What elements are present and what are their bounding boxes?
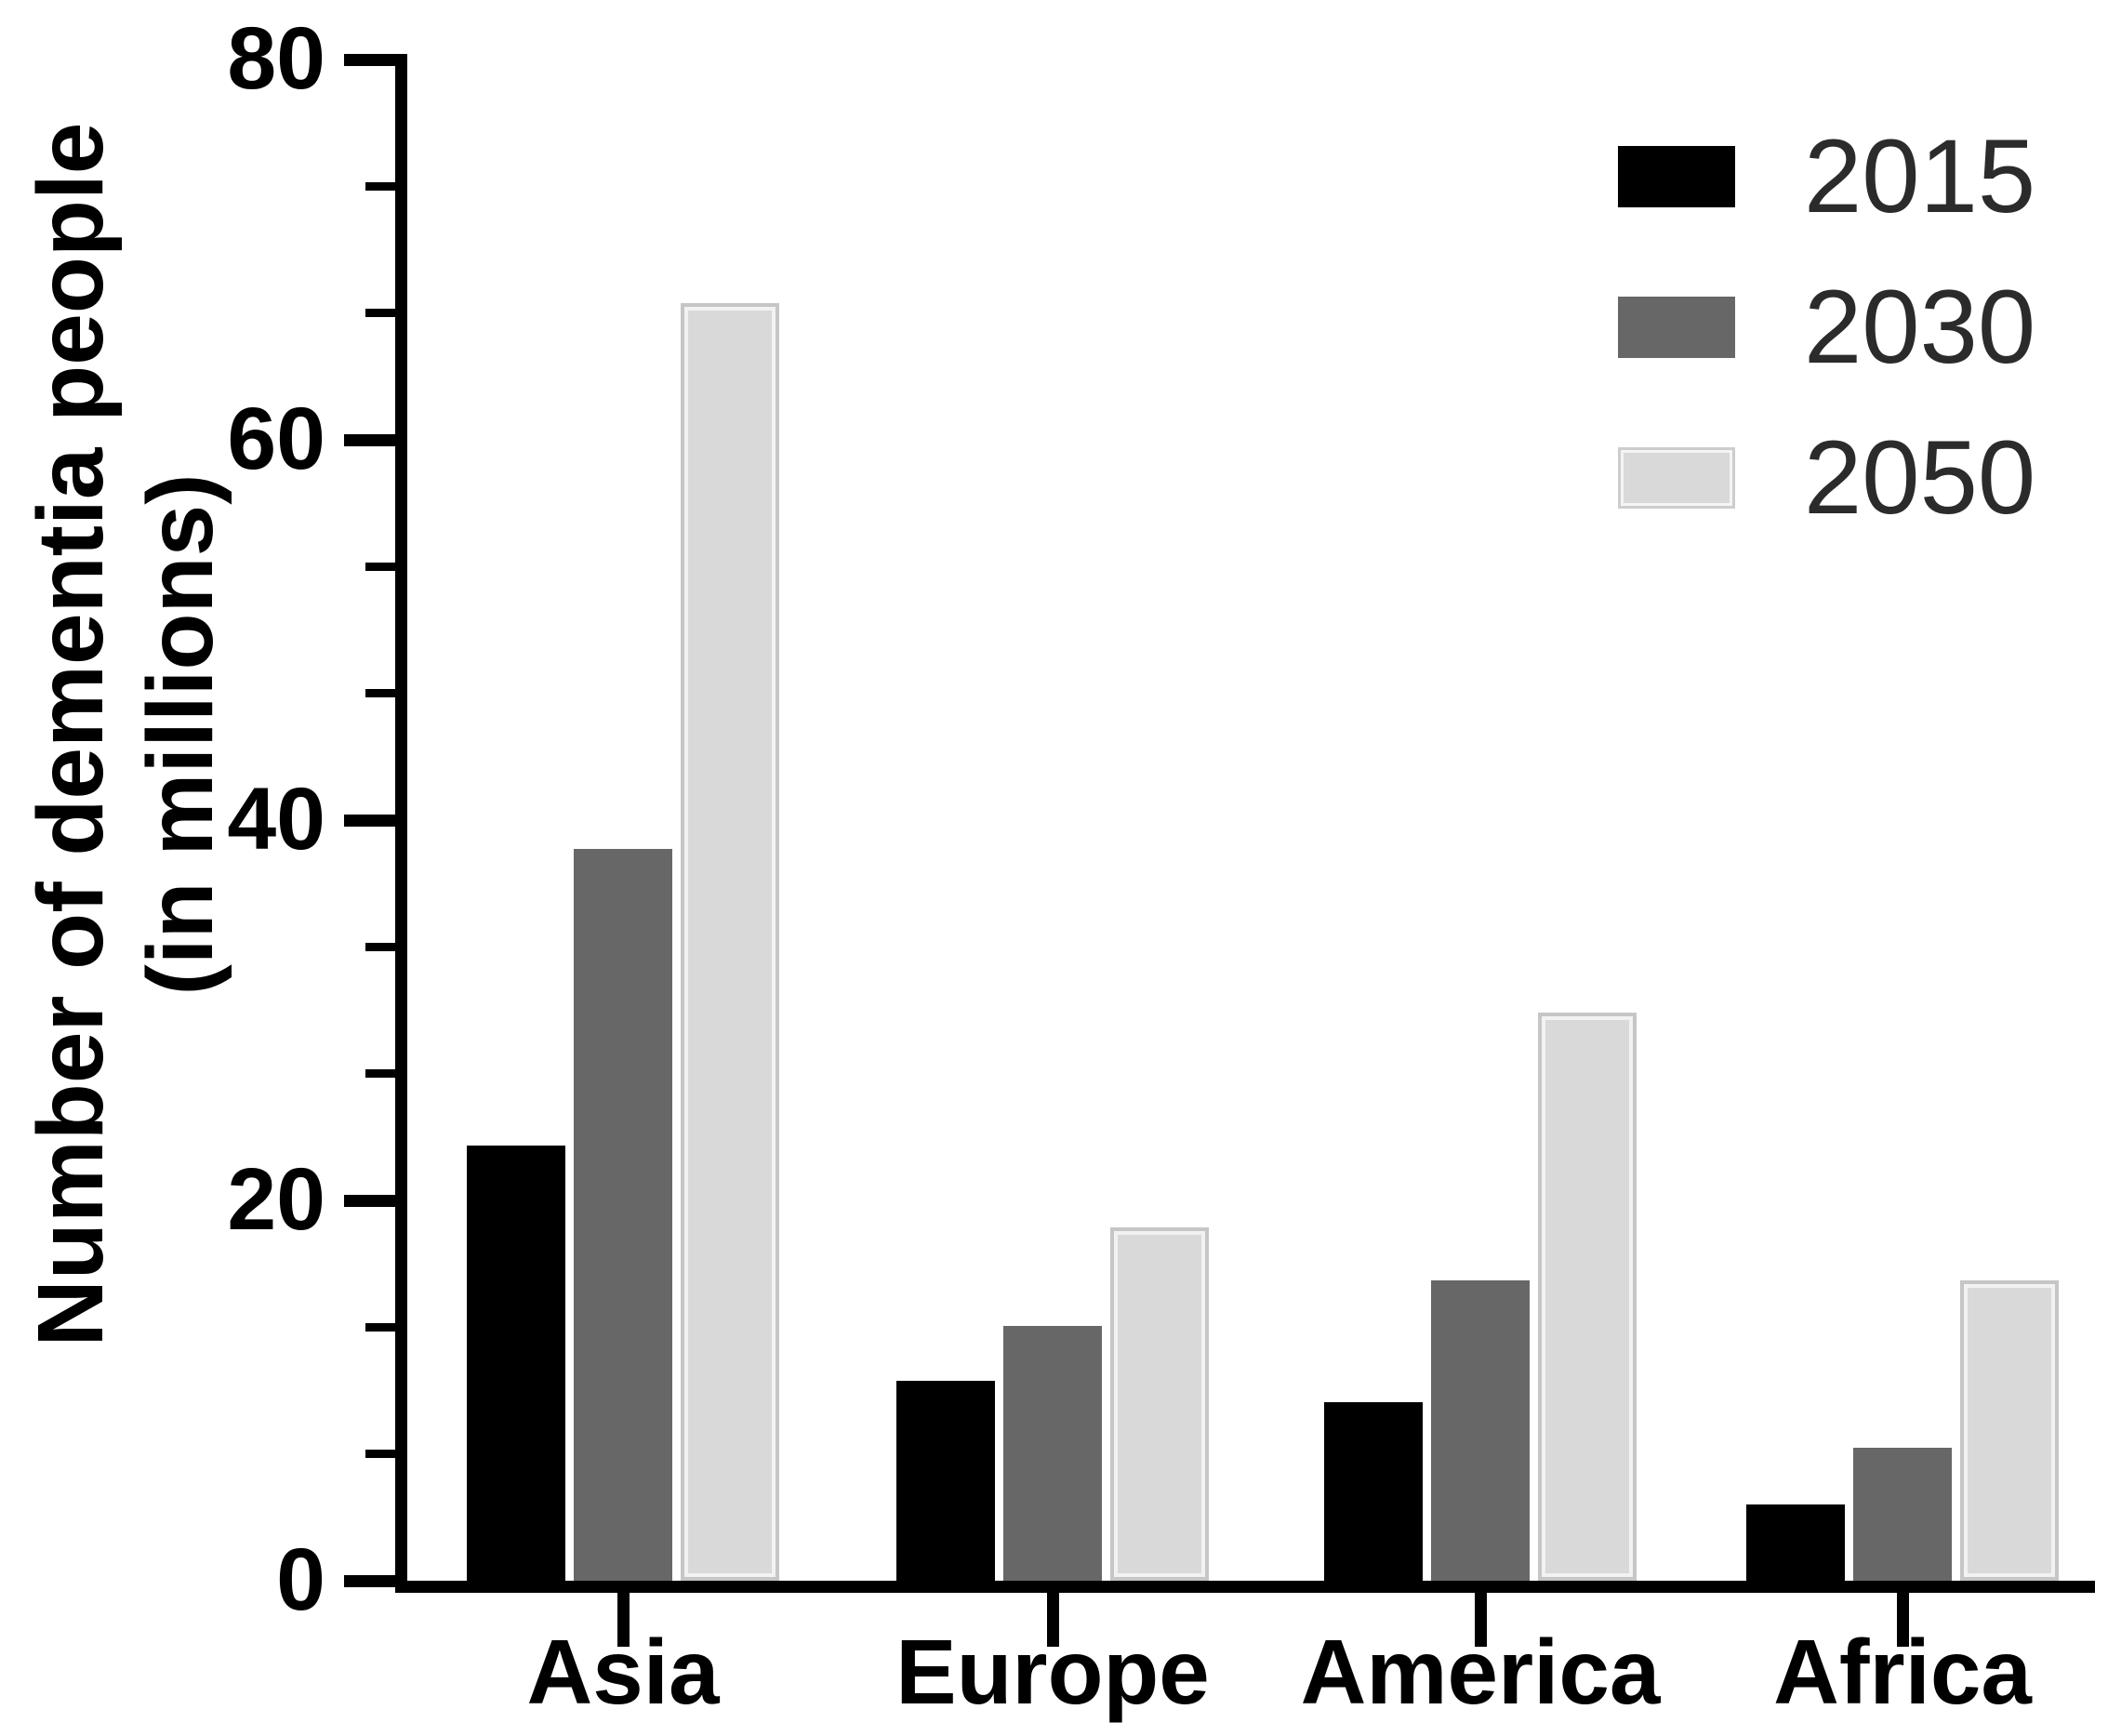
bar-america-2030 bbox=[1431, 1279, 1530, 1581]
legend-swatch-2030 bbox=[1618, 297, 1735, 358]
y-major-tick-40 bbox=[344, 814, 395, 827]
x-tick-europe bbox=[1046, 1593, 1059, 1647]
y-minor-tick bbox=[365, 689, 395, 698]
bar-asia-2030 bbox=[574, 848, 672, 1581]
legend-swatch-2050 bbox=[1618, 447, 1735, 509]
y-tick-label-80: 80 bbox=[227, 9, 325, 108]
x-tick-america bbox=[1474, 1593, 1487, 1647]
y-minor-tick bbox=[365, 181, 395, 191]
y-major-tick-20 bbox=[344, 1194, 395, 1207]
x-tick-asia bbox=[616, 1593, 630, 1647]
y-minor-tick bbox=[365, 1322, 395, 1332]
y-minor-tick bbox=[365, 309, 395, 318]
y-tick-label-40: 40 bbox=[227, 770, 325, 868]
legend-label-2030: 2030 bbox=[1804, 269, 2036, 385]
y-minor-tick bbox=[365, 562, 395, 571]
y-minor-tick bbox=[365, 942, 395, 951]
bar-europe-2050 bbox=[1110, 1226, 1209, 1581]
x-label-europe: Europe bbox=[895, 1621, 1210, 1723]
y-major-tick-0 bbox=[344, 1574, 395, 1587]
bar-asia-2015 bbox=[467, 1145, 565, 1581]
bar-africa-2015 bbox=[1746, 1504, 1845, 1581]
bar-america-2015 bbox=[1324, 1401, 1423, 1581]
y-minor-tick bbox=[365, 1069, 395, 1079]
y-tick-label-60: 60 bbox=[227, 390, 325, 488]
x-tick-africa bbox=[1896, 1593, 1909, 1647]
legend-swatch-2015 bbox=[1618, 146, 1735, 207]
bar-europe-2030 bbox=[1003, 1325, 1102, 1581]
x-label-africa: Africa bbox=[1773, 1621, 2032, 1723]
y-tick-label-0: 0 bbox=[276, 1531, 325, 1629]
y-major-tick-80 bbox=[344, 53, 395, 66]
y-tick-label-20: 20 bbox=[227, 1150, 325, 1249]
bar-america-2050 bbox=[1538, 1012, 1637, 1581]
y-major-tick-60 bbox=[344, 433, 395, 446]
x-label-america: America bbox=[1300, 1621, 1661, 1723]
x-label-asia: Asia bbox=[526, 1621, 720, 1723]
bar-africa-2030 bbox=[1853, 1447, 1952, 1581]
bar-asia-2050 bbox=[681, 302, 779, 1581]
x-axis-line bbox=[395, 1581, 2095, 1593]
legend-label-2015: 2015 bbox=[1804, 118, 2036, 234]
y-minor-tick bbox=[365, 1450, 395, 1459]
bar-europe-2015 bbox=[896, 1381, 995, 1581]
y-axis-line bbox=[395, 53, 407, 1593]
legend-label-2050: 2050 bbox=[1804, 419, 2036, 536]
bar-africa-2050 bbox=[1960, 1279, 2059, 1581]
